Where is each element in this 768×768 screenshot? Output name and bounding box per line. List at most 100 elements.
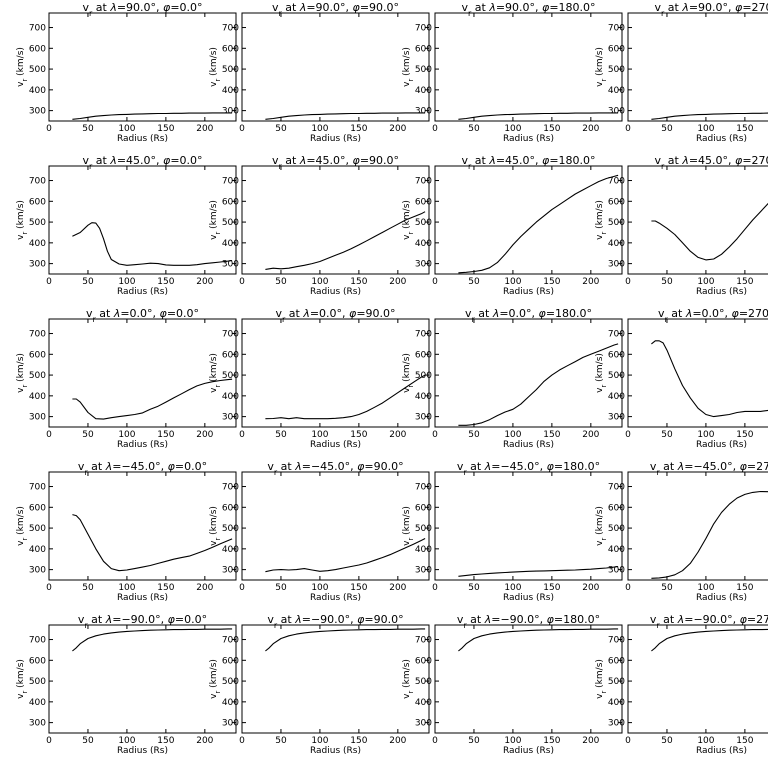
y-tick-label: 300	[222, 566, 239, 576]
subplot-title: vr at λ=−90.0°, φ=270.0°	[650, 613, 768, 630]
plot-frame	[627, 624, 768, 734]
x-tick-label: 50	[82, 736, 94, 746]
x-tick-label: 0	[239, 124, 245, 134]
y-tick-label: 500	[222, 65, 239, 75]
subplot-4: vr at λ=90.0°, φ=270.0°05010015020030040…	[595, 1, 768, 144]
x-tick-label: 50	[82, 124, 94, 134]
y-tick-label: 300	[29, 719, 46, 729]
plot-frame	[48, 165, 237, 275]
x-tick-label: 50	[82, 430, 94, 440]
y-tick-label: 400	[608, 239, 625, 249]
x-tick-label: 50	[275, 124, 287, 134]
series-line-vr	[72, 222, 233, 266]
y-axis-label: vr (km/s)	[595, 659, 608, 699]
y-tick-label: 400	[415, 239, 432, 249]
x-tick-label: 50	[661, 583, 673, 593]
series-line-vr	[72, 514, 233, 572]
subplot-3: vr at λ=90.0°, φ=180.0° 0 50 100 150 200 300 40…	[402, 1, 623, 144]
x-tick-label: 0	[432, 124, 438, 134]
y-tick-label: 500	[608, 524, 625, 534]
plot-frame	[241, 318, 430, 428]
x-tick-label: 100	[311, 583, 328, 593]
x-tick-label: 200	[582, 430, 599, 440]
x-tick-label: 0	[432, 430, 438, 440]
y-tick-label: 500	[29, 218, 46, 228]
x-axis-label: Radius (Rs)	[696, 593, 747, 603]
y-axis-label: vr (km/s)	[209, 506, 222, 546]
series-line-vr	[651, 340, 768, 418]
x-tick-label: 150	[736, 583, 753, 593]
x-tick-label: 150	[736, 124, 753, 134]
x-tick-label: 0	[239, 430, 245, 440]
x-tick-label: 150	[736, 736, 753, 746]
subplot-title: vr at λ=90.0°, φ=270.0°	[654, 1, 768, 18]
series-line-vr	[458, 112, 619, 120]
x-tick-label: 100	[118, 277, 135, 287]
series-line-vr	[458, 174, 619, 274]
x-tick-label: 150	[350, 277, 367, 287]
x-tick-label: 0	[46, 277, 52, 287]
x-tick-label: 100	[697, 583, 714, 593]
plot-frame	[627, 12, 768, 122]
x-axis-label: Radius (Rs)	[696, 134, 747, 144]
y-tick-label: 400	[29, 86, 46, 96]
y-tick-label: 300	[222, 260, 239, 270]
x-tick-label: 0	[625, 430, 631, 440]
series-line-vr	[458, 565, 619, 577]
plot-frame	[434, 12, 623, 122]
y-tick-label: 300	[29, 566, 46, 576]
y-tick-label: 700	[29, 636, 46, 646]
y-axis-label: vr (km/s)	[16, 353, 29, 393]
x-tick-label: 100	[504, 583, 521, 593]
subplot-13: vr at λ=−45.0°, φ=0.0° 0 50 100 150 200 300 400…	[16, 460, 237, 603]
y-tick-label: 700	[608, 177, 625, 187]
y-tick-label: 500	[29, 65, 46, 75]
series-line-vr	[265, 628, 426, 652]
y-tick-label: 400	[608, 698, 625, 708]
y-tick-label: 700	[29, 483, 46, 493]
y-tick-label: 300	[415, 107, 432, 117]
y-axis-label: vr (km/s)	[209, 47, 222, 87]
x-tick-label: 0	[239, 277, 245, 287]
plot-frame	[241, 624, 430, 734]
subplot-title: vr at λ=0.0°, φ=90.0°	[275, 307, 395, 324]
y-axis-label: vr (km/s)	[209, 353, 222, 393]
y-tick-label: 500	[415, 524, 432, 534]
subplot-title: vr at λ=−45.0°, φ=90.0°	[267, 460, 403, 477]
plot-frame	[627, 318, 768, 428]
y-axis-label: vr (km/s)	[402, 659, 415, 699]
y-tick-label: 700	[608, 636, 625, 646]
y-axis-label: vr (km/s)	[402, 353, 415, 393]
x-tick-label: 150	[543, 277, 560, 287]
y-tick-label: 700	[415, 24, 432, 34]
y-tick-label: 700	[415, 330, 432, 340]
x-tick-label: 100	[697, 124, 714, 134]
subplot-title: vr at λ=45.0°, φ=180.0°	[461, 154, 595, 171]
x-tick-label: 0	[625, 736, 631, 746]
y-tick-label: 500	[222, 371, 239, 381]
y-tick-label: 700	[415, 483, 432, 493]
x-axis-label: Radius (Rs)	[117, 746, 168, 756]
series-line-vr	[651, 628, 768, 652]
x-axis-label: Radius (Rs)	[117, 134, 168, 144]
x-tick-label: 0	[239, 583, 245, 593]
x-tick-label: 150	[350, 736, 367, 746]
subplot-18: vr at λ=−90.0°, φ=90.0° 0 50 100 150 200 300 40…	[209, 613, 430, 756]
series-line-vr	[458, 628, 619, 652]
y-tick-label: 700	[608, 483, 625, 493]
y-tick-label: 700	[222, 483, 239, 493]
y-tick-label: 500	[29, 677, 46, 687]
y-tick-label: 300	[29, 260, 46, 270]
x-tick-label: 150	[736, 277, 753, 287]
y-tick-label: 400	[29, 545, 46, 555]
x-axis-label: Radius (Rs)	[696, 746, 747, 756]
plot-frame	[241, 471, 430, 581]
y-tick-label: 600	[415, 350, 432, 360]
x-tick-label: 0	[46, 124, 52, 134]
y-tick-label: 600	[415, 503, 432, 513]
x-tick-label: 150	[350, 430, 367, 440]
x-tick-label: 150	[543, 736, 560, 746]
y-axis-label: vr (km/s)	[209, 200, 222, 240]
x-tick-label: 200	[389, 430, 406, 440]
